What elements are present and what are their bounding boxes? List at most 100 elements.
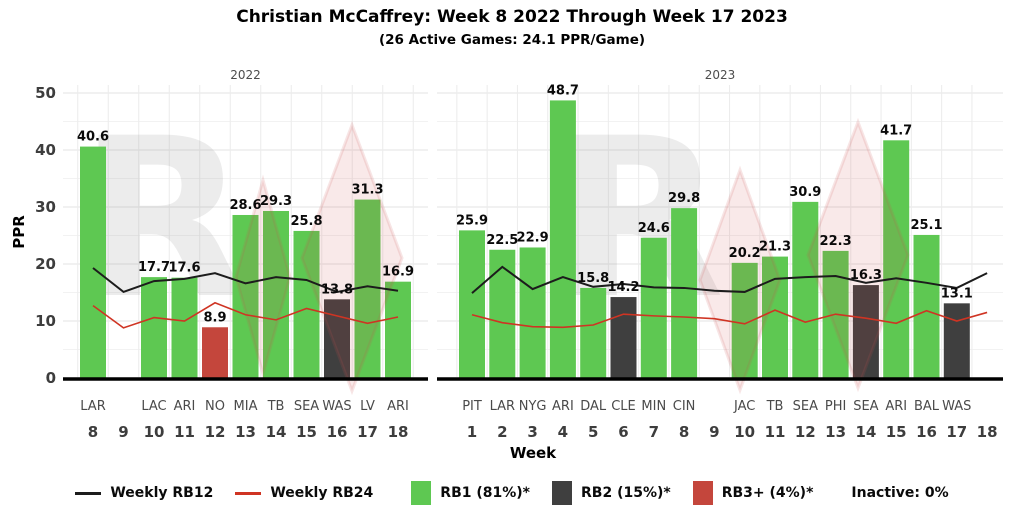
bar-week-16 [913,234,940,378]
bar-value-label: 15.8 [577,271,609,286]
opponent-label: LV [360,399,375,414]
y-tick-label: 0 [46,369,56,387]
week-tick-label: 15 [886,423,907,441]
opponent-label: ARI [885,399,907,414]
bar-value-label: 22.9 [517,230,549,245]
bar-week-13 [232,214,259,378]
bar-week-15 [293,230,320,378]
opponent-label: LAR [80,399,105,414]
legend-item-rb1: RB1 (81%)* [411,481,530,505]
week-tick-label: 13 [235,423,256,441]
opponent-label: JAC [733,399,755,414]
bar-week-14 [852,285,879,378]
facet-2023: 2023R25.922.522.948.715.814.224.629.820.… [437,68,1003,441]
opponent-label: NYG [519,399,547,414]
opponent-label: ARI [387,399,409,414]
bar-value-label: 17.6 [168,261,200,276]
watermark-diamond [698,165,782,395]
week-tick-label: 17 [946,423,967,441]
bar-week-15 [883,140,910,378]
bar-week-7 [640,237,667,378]
opponent-label: CIN [673,399,696,414]
bar-value-label: 13.8 [321,282,353,297]
y-tick-label: 20 [35,255,56,273]
week-tick-label: 5 [588,423,598,441]
bar-value-label: 29.3 [260,194,292,209]
legend: Weekly RB12 Weekly RB24 RB1 (81%)* RB2 (… [0,474,1024,512]
week-tick-label: 9 [709,423,719,441]
facet-label: 2022 [230,68,261,82]
legend-item-rb2: RB2 (15%)* [552,481,671,505]
week-tick-label: 10 [144,423,165,441]
bar-value-label: 25.8 [290,214,322,229]
opponent-label: WAS [322,399,351,414]
opponent-label: ARI [174,399,196,414]
bars-2023 [459,100,970,378]
bar-week-4 [549,100,576,378]
bar-value-label: 28.6 [229,198,261,213]
bar-value-label: 21.3 [759,240,791,255]
bar-value-label: 31.3 [351,183,383,198]
bar-value-label: 16.9 [382,265,414,280]
week-tick-label: 11 [174,423,195,441]
bar-week-18 [385,281,411,378]
opponent-label: LAR [490,399,515,414]
opponent-label: PIT [462,399,482,414]
legend-item-rb24: Weekly RB24 [235,485,373,501]
bar-value-label: 14.2 [607,280,639,295]
x-axis-title: Week [510,444,557,462]
week-tick-label: 14 [855,423,876,441]
legend-item-rb3: RB3+ (4%)* [692,481,814,505]
bar-week-8 [671,208,698,378]
chart-subtitle: (26 Active Games: 24.1 PPR/Game) [378,32,646,48]
bar-value-label: 20.2 [729,246,761,261]
bar-value-label: 30.9 [789,185,821,200]
bar-week-5 [580,287,607,378]
week-tick-label: 8 [679,423,689,441]
rb2-box-swatch [552,481,572,505]
y-tick-label: 40 [35,141,56,159]
opponent-label: NO [205,399,225,414]
opponent-label: TB [766,399,784,414]
opponent-label: CLE [611,399,636,414]
opponent-label: MIA [234,399,258,414]
week-tick-label: 15 [296,423,317,441]
bar-week-16 [324,299,350,378]
chart-title: Christian McCaffrey: Week 8 2022 Through… [236,7,788,27]
week-tick-label: 16 [327,423,348,441]
opponent-label: BAL [914,399,940,414]
legend-label: Weekly RB12 [110,485,214,501]
y-axis-title: PPR [10,215,28,249]
rb24-line-2023 [471,309,988,329]
opponent-label: SEA [793,399,818,414]
opponent-label: TB [267,399,285,414]
opponent-label: ARI [552,399,574,414]
week-tick-label: 17 [357,423,378,441]
bars-2022 [80,146,411,378]
legend-label: Inactive: 0% [851,485,949,501]
bar-value-label: 29.8 [668,191,700,206]
legend-label: RB3+ (4%)* [721,485,814,501]
week-tick-label: 12 [795,423,816,441]
rb12-line-2022 [92,267,399,294]
rb12-line-2023 [471,265,988,294]
legend-label: Weekly RB24 [270,485,374,501]
bar-value-label: 8.9 [203,310,226,325]
opponent-label: WAS [942,399,971,414]
week-tick-label: 11 [765,423,786,441]
week-tick-label: 18 [388,423,409,441]
legend-label: RB1 (81%)* [440,485,530,501]
legend-item-inactive: Inactive: 0% [851,485,948,501]
opponent-label: SEA [853,399,878,414]
week-tick-label: 8 [88,423,98,441]
week-tick-label: 10 [734,423,755,441]
facet-label: 2023 [705,68,736,82]
bar-week-2 [489,249,516,378]
week-tick-label: 14 [266,423,287,441]
bar-value-label: 17.7 [138,260,170,275]
watermark-diamond [300,120,404,396]
week-tick-label: 7 [649,423,659,441]
opponent-label: LAC [141,399,166,414]
